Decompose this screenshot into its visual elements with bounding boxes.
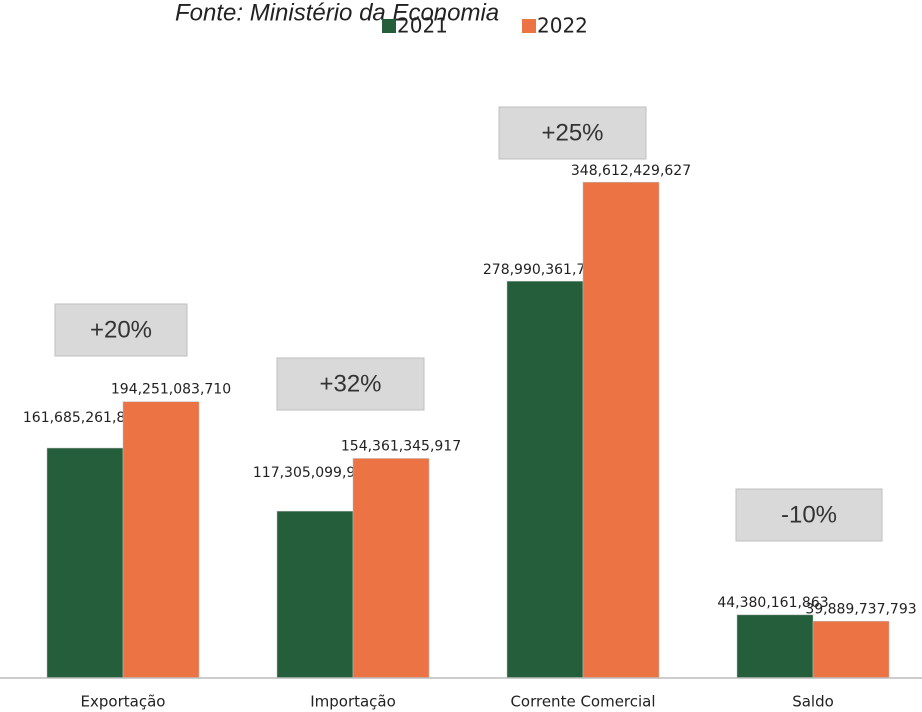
annotation: +25% xyxy=(541,119,603,146)
legend-label: 2021 xyxy=(397,14,448,38)
annotation-box xyxy=(276,357,425,411)
x-tick-label: Saldo xyxy=(792,693,834,711)
legend-swatch xyxy=(522,19,536,33)
x-tick-label: Exportação xyxy=(81,693,166,711)
x-tick-label: Importação xyxy=(310,693,396,711)
annotation: +20% xyxy=(90,316,152,343)
value-label: 44,380,161,863 xyxy=(717,595,828,611)
legend-swatch xyxy=(382,19,396,33)
value-label: 278,990,361,793 xyxy=(483,262,603,278)
bar xyxy=(352,458,430,679)
value-label: 117,305,099,965 xyxy=(253,465,373,481)
value-label: 39,889,737,793 xyxy=(805,601,916,617)
annotation-box xyxy=(735,488,883,542)
annotation: -10% xyxy=(781,501,837,528)
annotation-box xyxy=(54,303,188,357)
value-label: 348,612,429,627 xyxy=(571,163,691,179)
value-label: 161,685,261,828 xyxy=(23,410,143,426)
value-label: 194,251,083,710 xyxy=(111,382,231,398)
bar xyxy=(736,614,814,679)
bar xyxy=(506,280,584,679)
bar xyxy=(46,447,124,679)
bar xyxy=(812,621,890,679)
bar xyxy=(122,401,200,679)
chart-title: Fonte: Ministério da Economia xyxy=(175,0,499,26)
bar xyxy=(276,510,354,679)
x-tick-label: Corrente Comercial xyxy=(510,693,655,711)
annotation: +32% xyxy=(319,370,381,397)
bar xyxy=(582,181,660,679)
value-label: 154,361,345,917 xyxy=(341,438,461,454)
annotation-box xyxy=(498,106,647,160)
legend-label: 2022 xyxy=(537,14,588,38)
